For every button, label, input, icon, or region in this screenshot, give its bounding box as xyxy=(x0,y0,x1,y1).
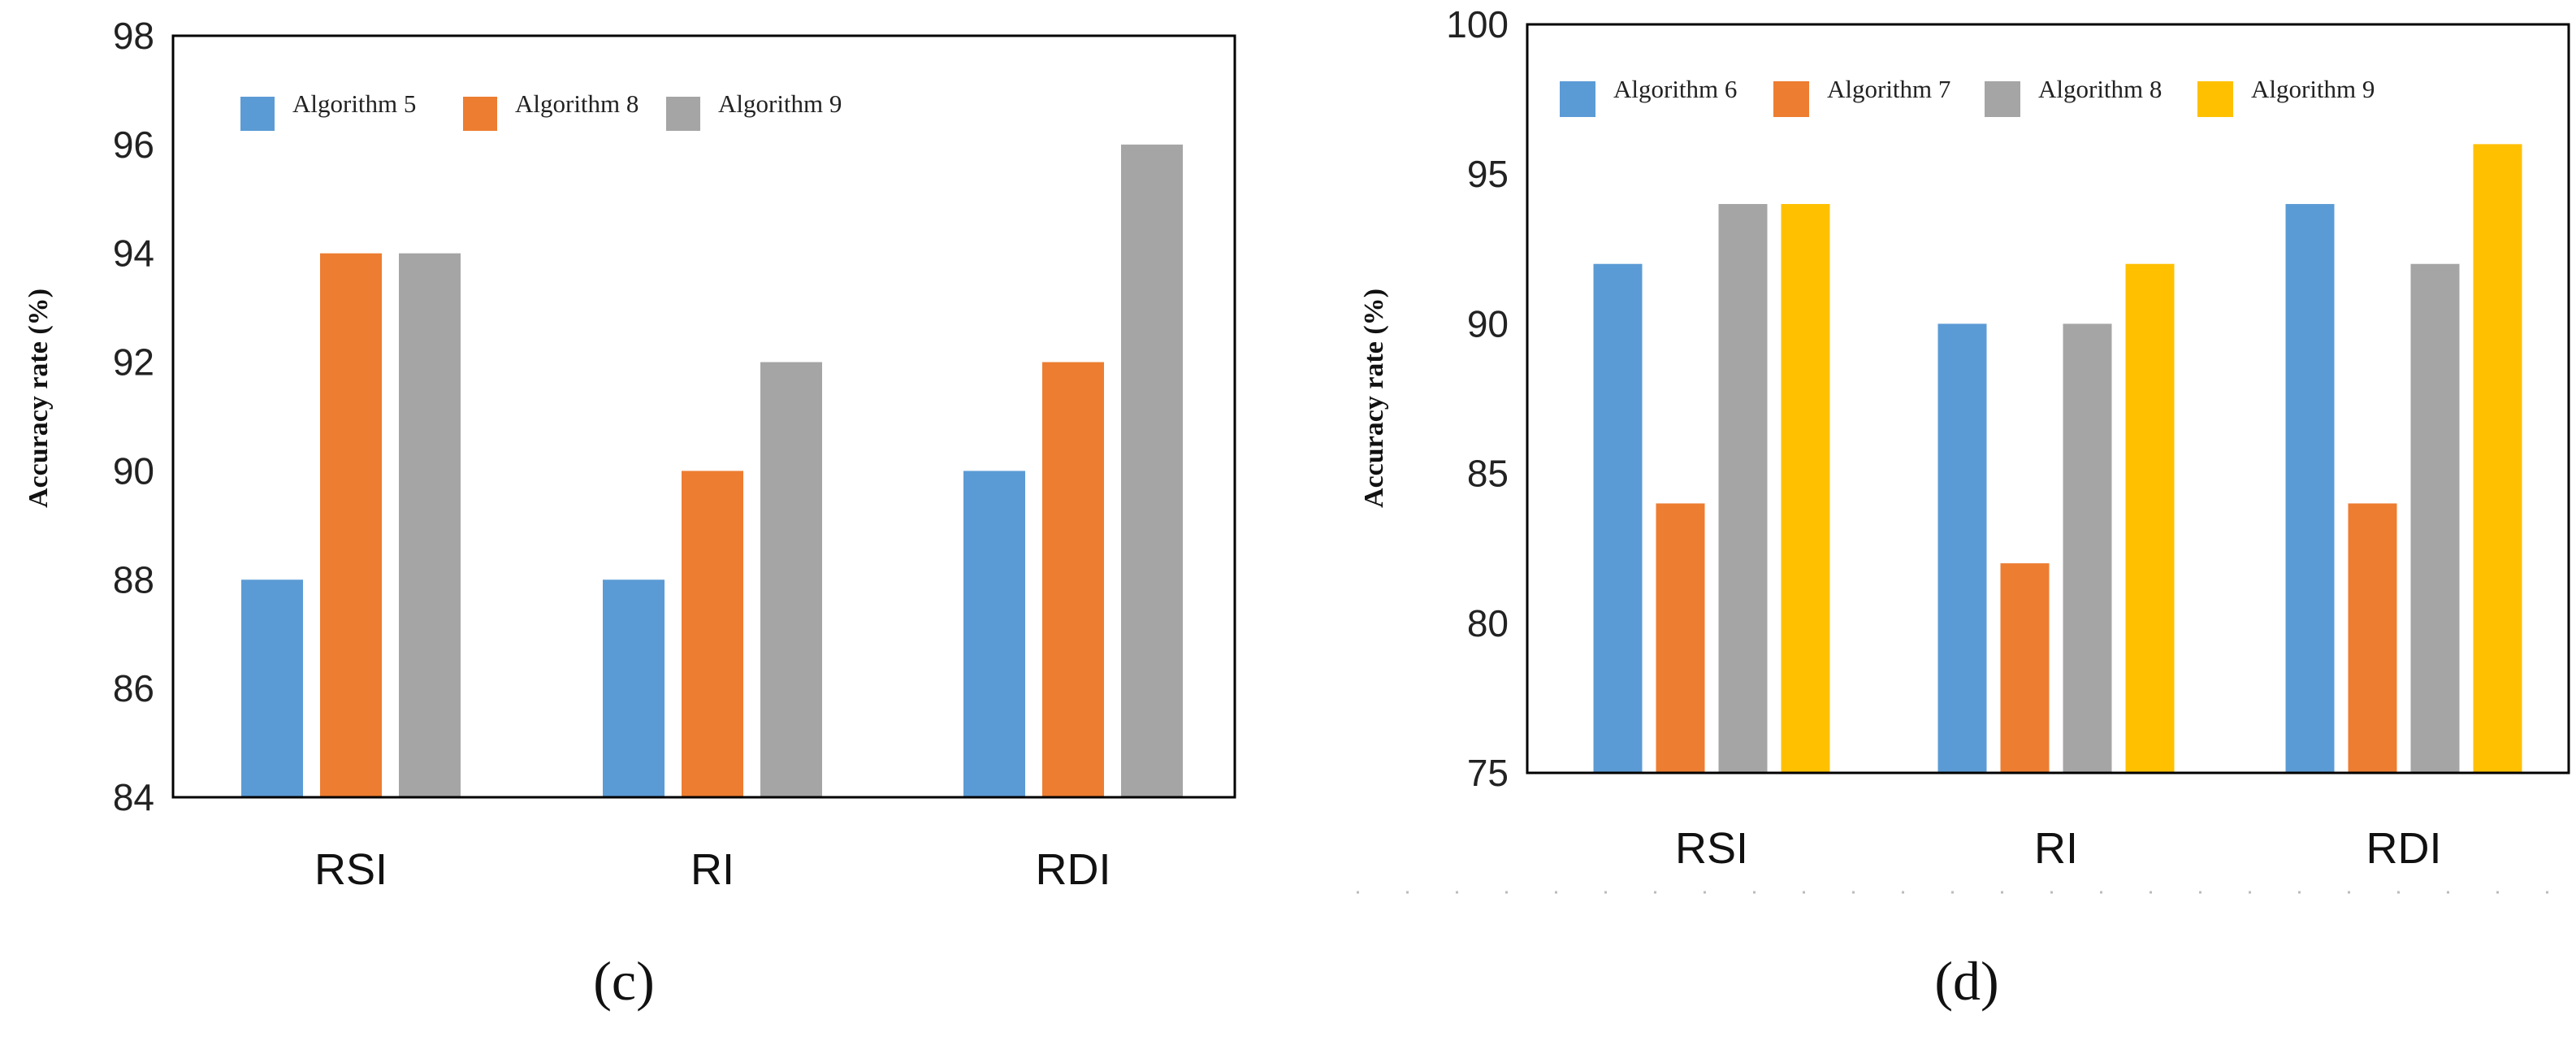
y-tick-label-d-95: 95 xyxy=(1467,153,1509,195)
x-category-labels-c: RSI RI RDI xyxy=(314,845,1111,894)
legend-c: Algorithm 5 Algorithm 8 Algorithm 9 xyxy=(240,89,842,131)
panel-label-d: (d) xyxy=(1934,950,1998,1012)
plot-frame-d xyxy=(1526,23,2570,774)
bar-d-ri-algorithm-8 xyxy=(2063,323,2112,773)
y-tick-label-c-92: 92 xyxy=(113,341,154,384)
x-category-label-d-rdi: RDI xyxy=(2366,824,2442,873)
y-tick-label-d-100: 100 xyxy=(1446,3,1509,46)
legend-label-d-2: Algorithm 7 xyxy=(1827,75,1950,103)
x-category-label-c-rdi: RDI xyxy=(1036,845,1111,894)
legend-swatch-d-3 xyxy=(1985,81,2020,117)
x-category-label-c-rsi: RSI xyxy=(314,845,387,894)
x-category-label-d-ri: RI xyxy=(2034,824,2078,873)
legend-swatch-d-2 xyxy=(1773,81,1809,117)
bar-c-rdi-algorithm-9 xyxy=(1121,144,1183,797)
bar-d-ri-algorithm-7 xyxy=(2000,563,2050,773)
bar-d-rsi-algorithm-6 xyxy=(1593,263,1643,774)
bar-c-ri-algorithm-5 xyxy=(603,579,665,797)
legend-swatch-c-1 xyxy=(240,97,275,131)
y-tick-label-d-75: 75 xyxy=(1467,752,1509,794)
chart-c: Accuracy rate (%) 84 86 88 90 92 94 96 98 Algor… xyxy=(24,15,1236,1012)
y-ticks-d: 75 80 85 90 95 100 xyxy=(1446,3,1509,794)
bar-c-ri-algorithm-9 xyxy=(760,362,822,798)
y-tick-label-d-85: 85 xyxy=(1467,453,1509,495)
legend-label-d-3: Algorithm 8 xyxy=(2038,75,2162,103)
bar-d-ri-algorithm-9 xyxy=(2125,263,2175,774)
legend-swatch-c-2 xyxy=(463,97,497,131)
panel-label-c: (c) xyxy=(593,950,654,1012)
legend-d: Algorithm 6 Algorithm 7 Algorithm 8 Algorit… xyxy=(1560,75,2375,117)
bar-c-rsi-algorithm-8 xyxy=(320,253,382,797)
bar-d-rdi-algorithm-6 xyxy=(2285,204,2335,774)
bar-d-rsi-algorithm-9 xyxy=(1781,204,1830,774)
legend-swatch-d-4 xyxy=(2197,81,2233,117)
y-tick-label-c-98: 98 xyxy=(113,15,154,57)
bar-d-ri-algorithm-6 xyxy=(1937,323,1987,773)
plot-frame-c xyxy=(171,34,1236,799)
bar-c-rdi-algorithm-5 xyxy=(963,471,1025,797)
bar-c-rdi-algorithm-8 xyxy=(1042,362,1104,798)
y-tick-label-c-86: 86 xyxy=(113,667,154,709)
legend-label-c-1: Algorithm 5 xyxy=(292,89,416,118)
bar-c-rsi-algorithm-9 xyxy=(399,253,461,797)
y-tick-label-c-94: 94 xyxy=(113,232,154,275)
bars-d xyxy=(1593,144,2522,774)
legend-label-d-1: Algorithm 6 xyxy=(1613,75,1737,103)
legend-label-c-3: Algorithm 9 xyxy=(718,89,842,118)
bar-d-rsi-algorithm-7 xyxy=(1656,503,1705,773)
x-category-label-d-rsi: RSI xyxy=(1675,824,1748,873)
legend-label-d-4: Algorithm 9 xyxy=(2251,75,2375,103)
y-axis-label-c: Accuracy rate (%) xyxy=(24,289,54,508)
bar-d-rdi-algorithm-7 xyxy=(2348,503,2397,773)
y-tick-label-d-90: 90 xyxy=(1467,302,1509,345)
bar-d-rdi-algorithm-9 xyxy=(2473,144,2522,774)
y-tick-label-c-96: 96 xyxy=(113,124,154,166)
chart-d: Accuracy rate (%) 75 80 85 90 95 100 Algorith… xyxy=(1357,3,2570,1012)
y-ticks-c: 84 86 88 90 92 94 96 98 xyxy=(113,15,154,818)
bar-d-rsi-algorithm-8 xyxy=(1718,204,1768,774)
y-tick-label-c-90: 90 xyxy=(113,449,154,492)
x-category-labels-d: RSI RI RDI xyxy=(1675,824,2442,873)
bar-c-ri-algorithm-8 xyxy=(682,471,743,797)
bar-c-rsi-algorithm-5 xyxy=(241,579,303,797)
legend-swatch-d-1 xyxy=(1560,81,1595,117)
x-category-label-c-ri: RI xyxy=(691,845,734,894)
bar-d-rdi-algorithm-8 xyxy=(2410,263,2460,774)
y-tick-label-c-88: 88 xyxy=(113,558,154,601)
legend-swatch-c-3 xyxy=(666,97,700,131)
y-axis-label-d: Accuracy rate (%) xyxy=(1359,289,1389,508)
y-tick-label-c-84: 84 xyxy=(113,776,154,818)
bars-c xyxy=(241,144,1183,798)
legend-label-c-2: Algorithm 8 xyxy=(515,89,639,118)
y-tick-label-d-80: 80 xyxy=(1467,602,1509,644)
